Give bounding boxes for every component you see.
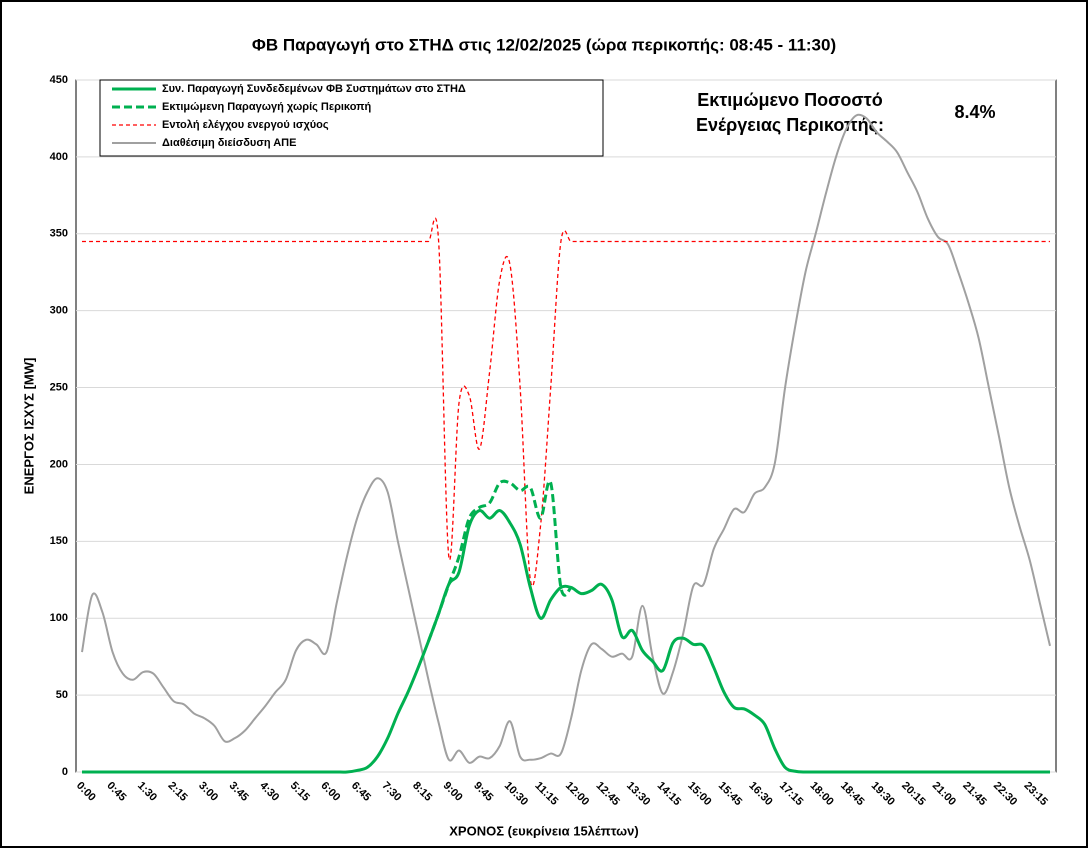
x-axis-label: ΧΡΟΝΟΣ (ευκρίνεια 15λέπτων) bbox=[449, 823, 638, 838]
series-line bbox=[427, 479, 573, 642]
y-tick-label: 250 bbox=[50, 381, 68, 393]
y-tick-label: 400 bbox=[50, 151, 68, 163]
chart-title: ΦΒ Παραγωγή στο ΣΤΗΔ στις 12/02/2025 (ώρ… bbox=[252, 35, 836, 54]
series-line bbox=[82, 509, 1050, 774]
y-tick-label: 100 bbox=[50, 612, 68, 624]
y-tick-label: 50 bbox=[56, 689, 68, 701]
legend-label: Συν. Παραγωγή Συνδεδεμένων ΦΒ Συστημάτων… bbox=[162, 83, 466, 95]
legend-label: Εντολή ελέγχου ενεργού ισχύος bbox=[162, 119, 329, 131]
annotation: Ενέργειας Περικοπής: bbox=[696, 115, 884, 135]
legend-label: Εκτιμώμενη Παραγωγή χωρίς Περικοπή bbox=[162, 101, 372, 113]
y-tick-label: 350 bbox=[50, 228, 68, 240]
y-tick-label: 150 bbox=[50, 535, 68, 547]
y-tick-label: 200 bbox=[50, 458, 68, 470]
series-line bbox=[82, 217, 1050, 587]
legend-label: Διαθέσιμη διείσδυση ΑΠΕ bbox=[162, 137, 296, 149]
y-tick-label: 450 bbox=[50, 74, 68, 86]
annotation: Εκτιμώμενο Ποσοστό bbox=[697, 90, 883, 110]
series-line bbox=[81, 113, 1051, 764]
y-tick-label: 300 bbox=[50, 305, 68, 317]
y-tick-label: 0 bbox=[62, 766, 68, 778]
y-axis-label: ΕΝΕΡΓΟΣ ΙΣΧΥΣ [MW] bbox=[21, 358, 36, 495]
legend bbox=[99, 79, 604, 157]
annotation: 8.4% bbox=[954, 102, 995, 122]
